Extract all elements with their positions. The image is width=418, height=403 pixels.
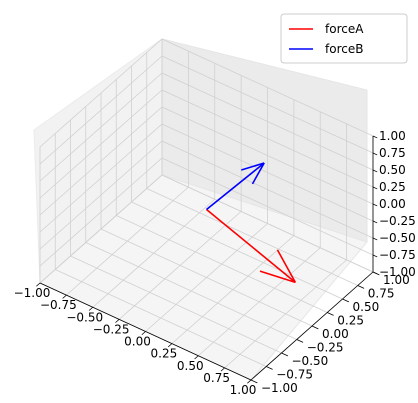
floor-grid-line-y [116, 215, 328, 313]
x-tick-mark [88, 306, 94, 311]
x-tick-label: −1.00 [14, 286, 51, 300]
arrow-head-forceB [241, 162, 265, 171]
legend-label-forceB: forceB [325, 42, 363, 56]
z-tick-label: −0.25 [379, 214, 416, 228]
z-tick-label: −0.75 [379, 248, 416, 262]
z-tick-label: 1.00 [379, 129, 406, 143]
x-tick-mark [247, 379, 252, 384]
y-tick-mark [296, 339, 304, 343]
grid-lines [39, 38, 374, 381]
back-grid-line-z [161, 106, 374, 205]
z-tick-mark [372, 169, 378, 173]
arrow-head-forceA [276, 249, 297, 283]
z-tick-label: 0.25 [379, 180, 406, 194]
x-tick-mark [220, 367, 225, 372]
y-tick-label: −0.50 [292, 354, 329, 368]
y-tick-mark [281, 352, 288, 357]
y-tick-mark [342, 298, 349, 303]
left-grid-line-z [39, 89, 163, 199]
legend-label-forceA: forceA [325, 22, 364, 36]
y-tick-mark [250, 379, 258, 384]
floor-grid-line-x [197, 247, 321, 357]
floor-grid-line-y [131, 201, 343, 300]
left-grid-line-z [39, 55, 163, 165]
legend: forceA forceB [280, 13, 408, 64]
z-tick-mark [372, 203, 378, 207]
arrow-head-forceA [259, 270, 296, 284]
left-grid-line-z [39, 72, 163, 182]
x-tick-label: −0.25 [93, 322, 130, 336]
x-tick-label: 1.00 [230, 383, 257, 397]
x-tick-label: 0.50 [177, 359, 204, 373]
force-arrows [205, 162, 297, 284]
floor-grid-line-y [100, 228, 313, 327]
z-tick-label: −1.00 [379, 265, 416, 279]
left-grid-line-z [39, 106, 163, 216]
z-tick-label: 0.75 [379, 146, 406, 160]
y-tick-label: −0.25 [307, 341, 344, 355]
y-tick-mark [357, 285, 365, 289]
x-tick-mark [167, 343, 173, 348]
x-tick-label: 0.75 [203, 371, 230, 385]
floor-grid-line-x [224, 259, 347, 369]
tick-labels: −1.00−1.00−1.00−0.75−0.75−0.75−0.50−0.50… [14, 129, 416, 397]
y-tick-mark [311, 325, 319, 330]
x-tick-mark [115, 319, 120, 323]
y-tick-label: 0.00 [322, 327, 349, 341]
x-tick-label: −0.50 [66, 310, 103, 324]
back-grid-line-z [161, 72, 374, 171]
y-tick-label: 0.75 [368, 287, 395, 301]
x-tick-mark [194, 355, 199, 360]
z-tick-label: 0.50 [379, 163, 406, 177]
x-tick-label: 0.25 [151, 347, 178, 361]
back-grid-line-z [161, 38, 374, 137]
x-tick-label: −0.75 [40, 298, 77, 312]
back-grid-line-z [161, 55, 374, 154]
z-tick-mark [372, 135, 378, 139]
y-tick-label: −1.00 [261, 381, 298, 395]
y-tick-label: −0.75 [276, 368, 313, 382]
y-tick-mark [372, 271, 380, 276]
y-tick-label: 0.50 [353, 300, 380, 314]
x-tick-mark [36, 282, 41, 287]
x-tick-mark [141, 331, 146, 336]
y-tick-label: 1.00 [383, 273, 410, 287]
legend-box [280, 13, 408, 64]
arrow-head-forceB [251, 162, 265, 185]
floor-grid-line-y [161, 174, 374, 273]
x-tick-label: 0.00 [124, 335, 151, 349]
y-tick-mark [327, 312, 334, 316]
back-grid-line-z [161, 89, 374, 188]
z-tick-label: 0.00 [379, 197, 406, 211]
x-tick-mark [62, 294, 67, 299]
z-tick-mark [372, 152, 378, 156]
z-tick-mark [372, 220, 378, 224]
z-tick-mark [372, 186, 378, 190]
z-tick-mark [372, 254, 378, 258]
z-tick-label: −0.50 [379, 231, 416, 245]
y-tick-mark [266, 366, 273, 370]
left-grid-line-z [39, 38, 163, 148]
floor-grid-line-x [171, 235, 295, 344]
z-tick-mark [372, 237, 378, 241]
arrow-shaft-forceA [205, 208, 296, 283]
y-tick-label: 0.25 [337, 314, 364, 328]
floor-grid-line-y [146, 188, 358, 286]
arrow-shaft-forceB [205, 162, 265, 211]
